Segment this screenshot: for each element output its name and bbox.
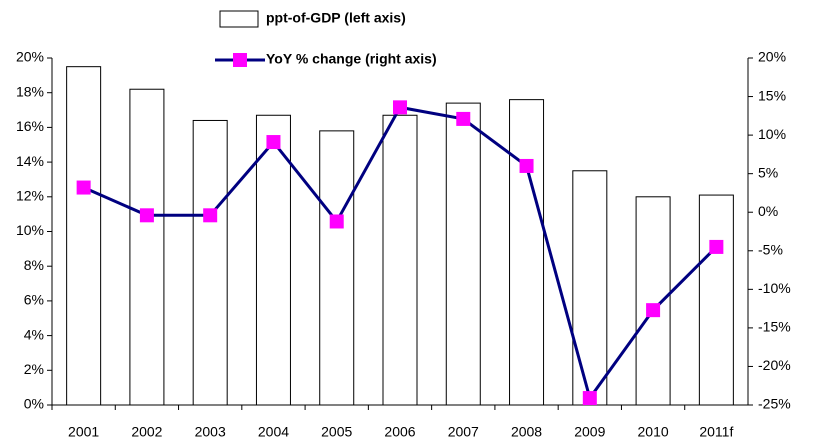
marker xyxy=(266,135,281,150)
y2-tick-label: 0% xyxy=(758,203,778,219)
x-tick-label: 2004 xyxy=(258,424,289,440)
y2-tick-label: -20% xyxy=(758,357,791,373)
y-tick-label: 10% xyxy=(16,222,44,238)
y-tick-label: 18% xyxy=(16,83,44,99)
legend-swatch xyxy=(219,10,259,28)
y-tick-label: 16% xyxy=(16,118,44,134)
x-tick-label: 2010 xyxy=(638,424,669,440)
bar xyxy=(382,114,418,406)
marker xyxy=(646,303,661,318)
marker xyxy=(456,111,471,126)
y-tick-label: 2% xyxy=(24,361,44,377)
y2-tick-label: 15% xyxy=(758,87,786,103)
marker xyxy=(76,180,91,195)
bar xyxy=(319,130,355,406)
marker xyxy=(519,158,534,173)
legend-marker xyxy=(233,53,247,67)
bar xyxy=(445,102,481,406)
bar xyxy=(192,119,228,406)
bar xyxy=(255,114,291,406)
y2-tick-label: 5% xyxy=(758,164,778,180)
y-tick-label: 8% xyxy=(24,257,44,273)
y2-tick-label: 20% xyxy=(758,49,786,65)
x-tick-label: 2005 xyxy=(321,424,352,440)
y-tick-label: 6% xyxy=(24,292,44,308)
bar xyxy=(129,88,165,406)
x-tick-label: 2001 xyxy=(68,424,99,440)
y-tick-label: 4% xyxy=(24,326,44,342)
bar xyxy=(635,196,671,406)
marker xyxy=(709,239,724,254)
y2-tick-label: -25% xyxy=(758,396,791,412)
y-tick-label: 14% xyxy=(16,153,44,169)
y-tick-label: 12% xyxy=(16,188,44,204)
y2-tick-label: -5% xyxy=(758,241,783,257)
x-tick-label: 2006 xyxy=(384,424,415,440)
marker xyxy=(329,214,344,229)
y2-tick-label: -15% xyxy=(758,319,791,335)
y-tick-label: 20% xyxy=(16,49,44,65)
x-tick-label: 2002 xyxy=(131,424,162,440)
legend-label: ppt-of-GDP (left axis) xyxy=(266,10,406,26)
x-tick-label: 2003 xyxy=(195,424,226,440)
x-tick-label: 2007 xyxy=(448,424,479,440)
x-tick-label: 2008 xyxy=(511,424,542,440)
marker xyxy=(203,208,218,223)
y-tick-label: 0% xyxy=(24,396,44,412)
marker xyxy=(139,208,154,223)
bar xyxy=(698,194,734,406)
marker xyxy=(582,391,597,406)
bar xyxy=(66,66,102,406)
x-tick-label: 2009 xyxy=(574,424,605,440)
bar xyxy=(572,170,608,406)
bar xyxy=(509,99,545,406)
marker xyxy=(393,100,407,115)
legend-label: YoY % change (right axis) xyxy=(266,51,437,67)
x-tick-label: 2011f xyxy=(699,424,733,440)
y2-tick-label: -10% xyxy=(758,280,791,296)
y2-tick-label: 10% xyxy=(758,126,786,142)
